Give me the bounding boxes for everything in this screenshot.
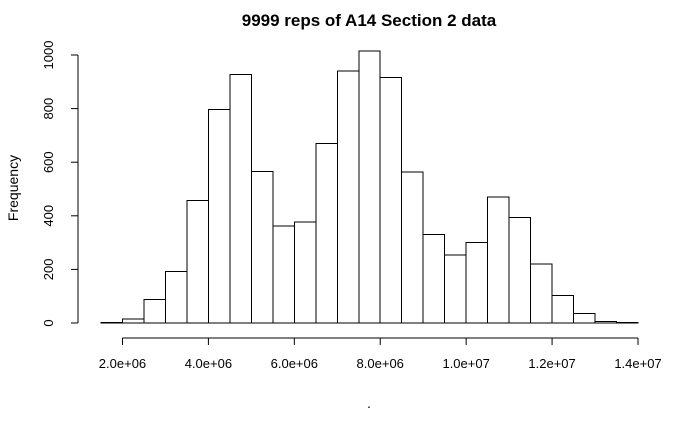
y-tick-label: 1000: [41, 41, 56, 70]
histogram-bar: [208, 109, 229, 323]
histogram-bar: [251, 171, 272, 323]
histogram-bar: [552, 296, 573, 323]
x-tick-label: 1.0e+07: [442, 356, 489, 371]
x-tick-label: 8.0e+06: [357, 356, 404, 371]
histogram-bar: [187, 201, 208, 323]
histogram-bar: [423, 234, 444, 323]
histogram-bar: [509, 217, 530, 323]
x-tick-label: 1.2e+07: [528, 356, 575, 371]
histogram-bar: [617, 322, 638, 323]
histogram-bar: [230, 74, 251, 323]
y-axis-label: Frequency: [5, 155, 21, 221]
histogram-bar: [359, 51, 380, 323]
x-tick-label: 6.0e+06: [271, 356, 318, 371]
histogram-bar: [316, 143, 337, 323]
y-tick-label: 0: [41, 319, 56, 326]
x-axis-label: .: [367, 395, 371, 411]
histogram-bar: [144, 300, 165, 323]
x-axis: 2.0e+06 4.0e+06 6.0e+06 8.0e+06 1.0e+07 1.2e+…: [99, 338, 662, 371]
histogram-bar: [466, 242, 487, 323]
histogram-bar: [337, 71, 358, 323]
histogram-bar: [165, 271, 186, 323]
x-tick-label: 2.0e+06: [99, 356, 146, 371]
y-tick-label: 600: [41, 151, 56, 173]
y-tick-label: 800: [41, 98, 56, 120]
histogram-bar: [445, 255, 466, 323]
y-axis: 0 200 400 600 800 1000: [41, 41, 78, 327]
histogram-bar: [380, 78, 401, 323]
histogram-bar: [402, 172, 423, 323]
histogram-bar: [488, 197, 509, 323]
y-tick-label: 200: [41, 259, 56, 281]
histogram-bar: [122, 319, 143, 323]
bars-layer: [101, 51, 638, 323]
x-tick-label: 1.4e+07: [614, 356, 661, 371]
histogram-bar: [595, 321, 616, 323]
histogram-bar: [531, 264, 552, 323]
histogram-bar: [574, 313, 595, 323]
x-tick-label: 4.0e+06: [185, 356, 232, 371]
y-tick-label: 400: [41, 205, 56, 227]
histogram-bar: [294, 222, 315, 323]
chart-title: 9999 reps of A14 Section 2 data: [242, 11, 497, 30]
histogram-bar: [273, 226, 294, 323]
